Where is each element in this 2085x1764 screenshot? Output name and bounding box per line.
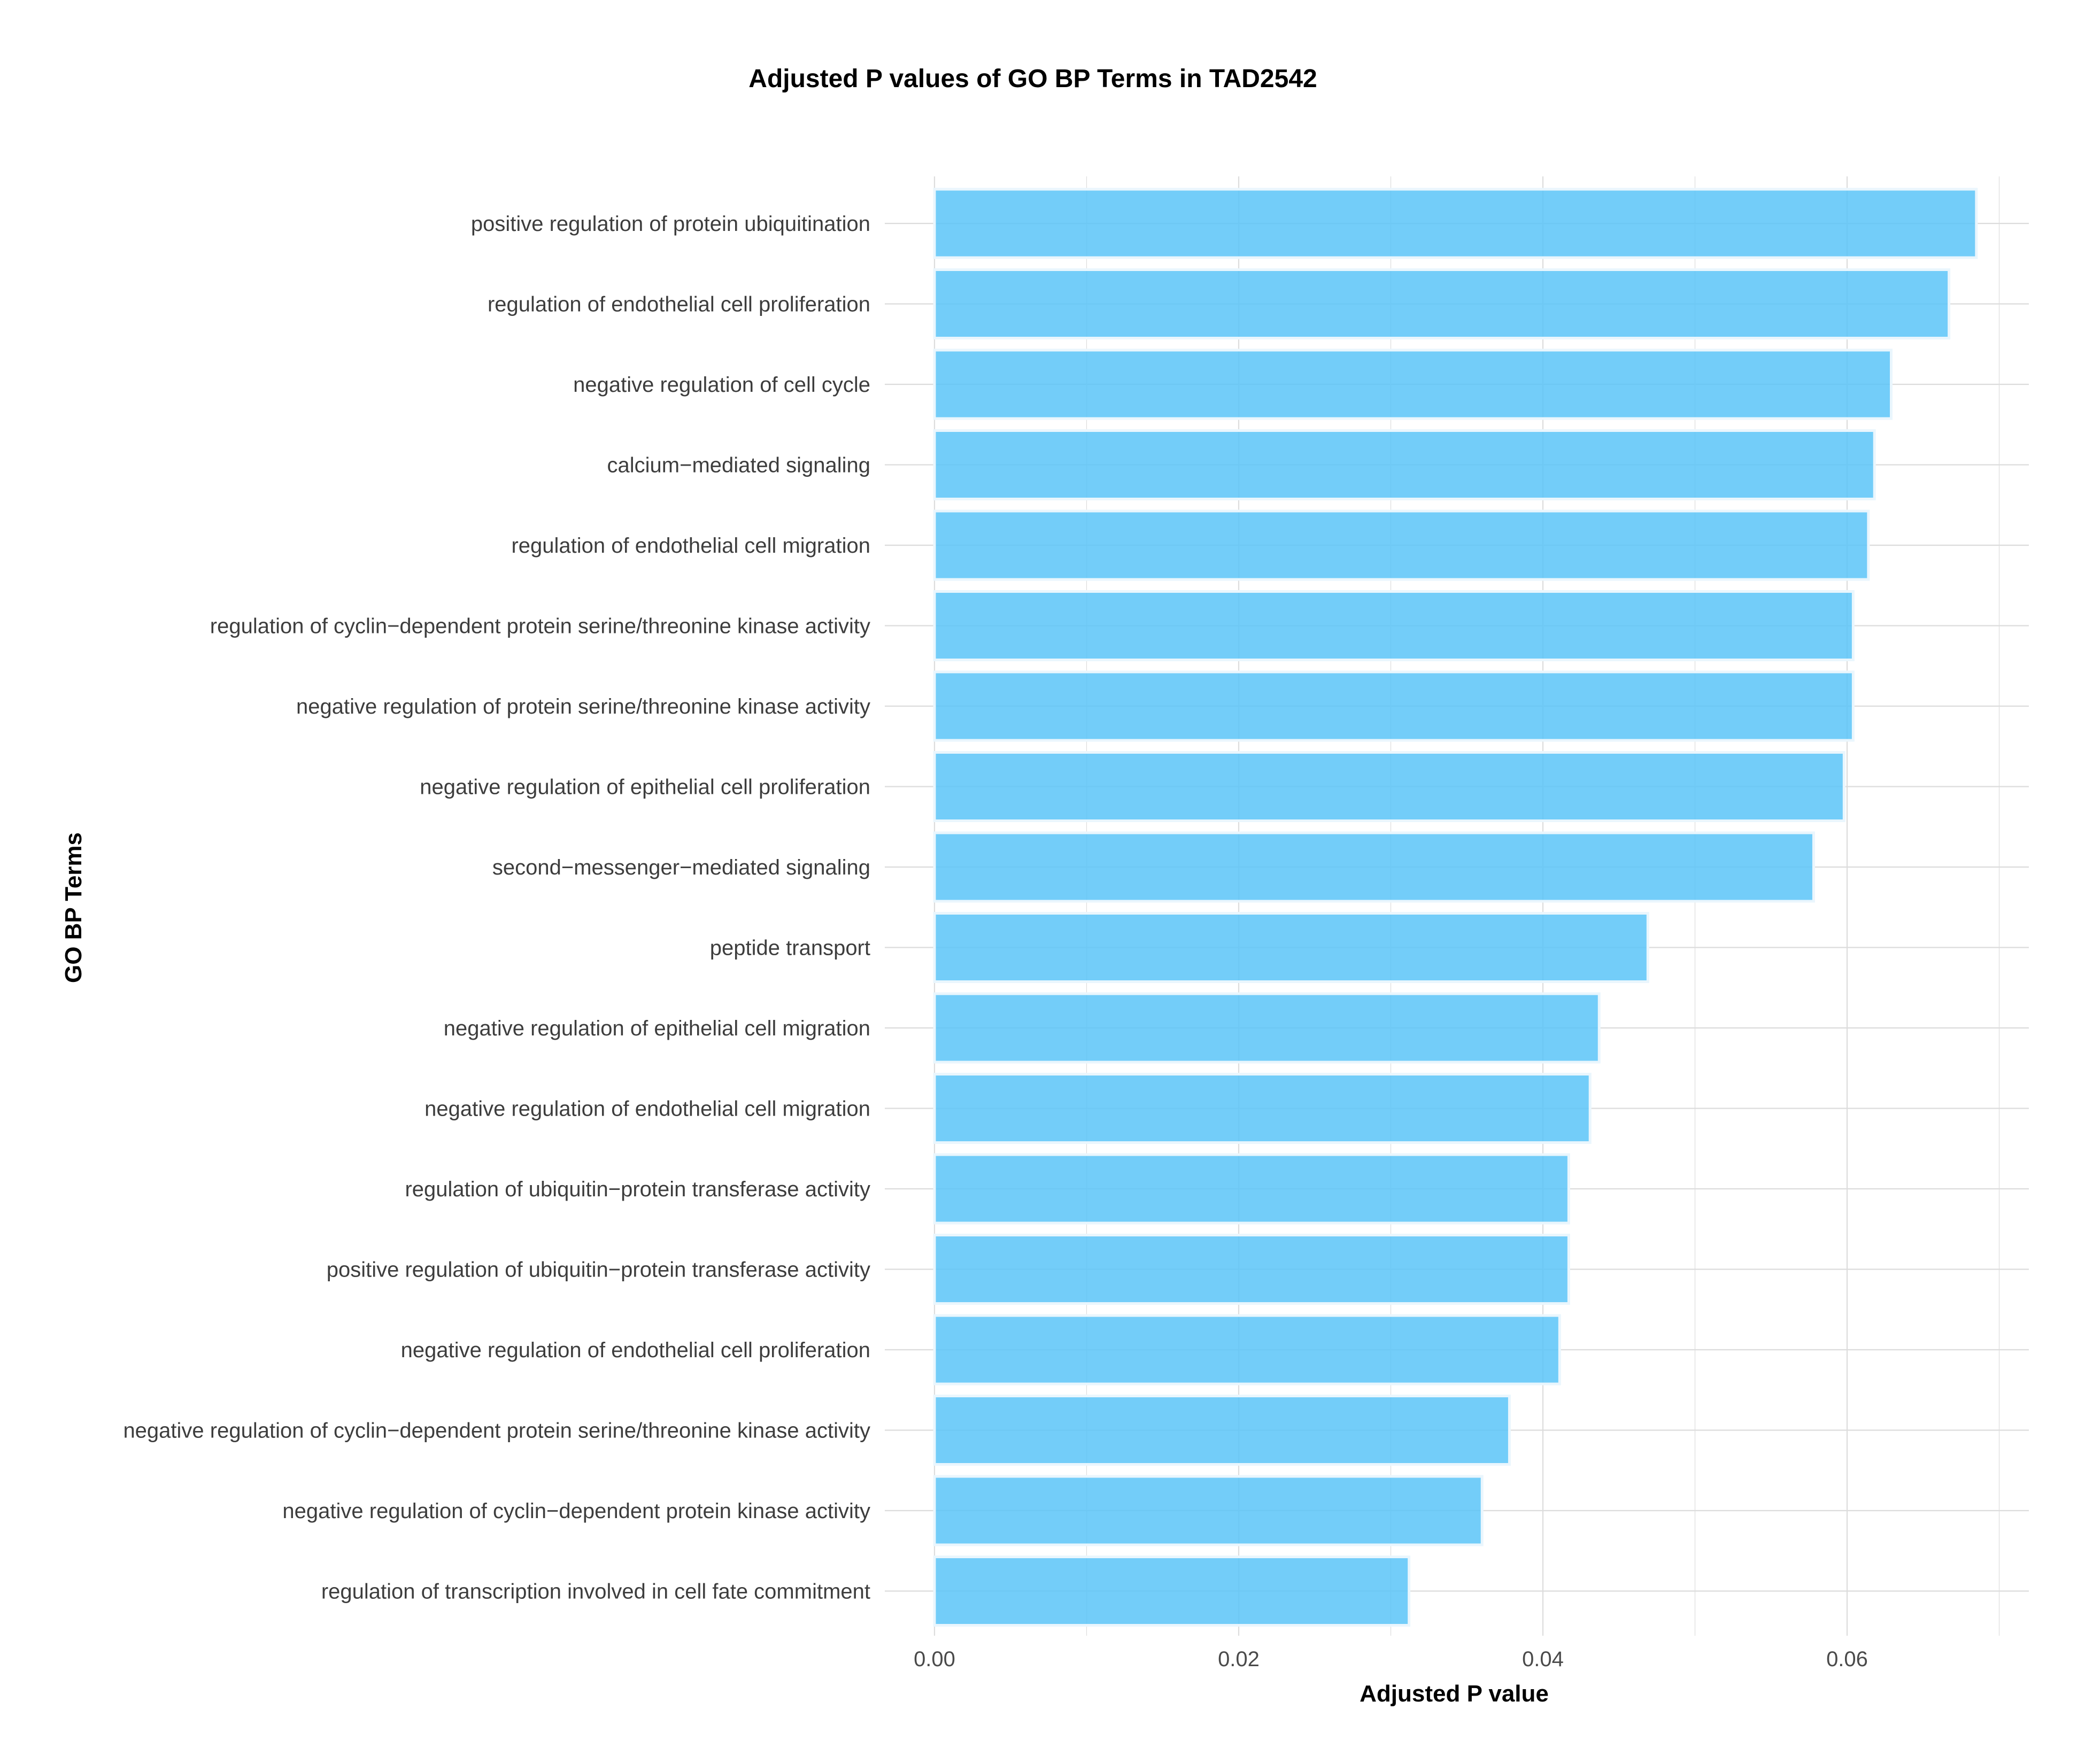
bar xyxy=(933,751,1845,822)
x-tick-label: 0.00 xyxy=(914,1647,955,1671)
bar xyxy=(933,188,1978,259)
y-category-label: positive regulation of ubiquitin−protein… xyxy=(327,1258,870,1282)
y-category-label: negative regulation of protein serine/th… xyxy=(296,695,870,718)
y-category-label: regulation of ubiquitin−protein transfer… xyxy=(405,1178,870,1201)
x-axis-title: Adjusted P value xyxy=(1360,1681,1549,1707)
bar xyxy=(933,1073,1592,1144)
y-category-label: negative regulation of endothelial cell … xyxy=(424,1097,870,1121)
bar xyxy=(933,1153,1570,1225)
y-category-label: regulation of cyclin−dependent protein s… xyxy=(210,615,870,638)
bar xyxy=(933,349,1893,420)
y-category-label: regulation of endothelial cell migration xyxy=(511,534,870,558)
x-tick-label: 0.02 xyxy=(1218,1647,1260,1671)
bar xyxy=(933,670,1855,742)
bar xyxy=(933,992,1601,1064)
y-category-label: negative regulation of cyclin−dependent … xyxy=(123,1419,870,1443)
bar xyxy=(933,509,1870,581)
bar xyxy=(933,1475,1484,1546)
y-category-label: negative regulation of cyclin−dependent … xyxy=(282,1499,870,1523)
y-category-label: negative regulation of epithelial cell p… xyxy=(420,776,870,799)
bar xyxy=(933,1395,1511,1466)
bar xyxy=(933,1234,1570,1305)
bar xyxy=(933,1314,1561,1386)
y-category-label: positive regulation of protein ubiquitin… xyxy=(471,212,870,236)
x-axis-ticks: 0.00 0.02 0.04 0.06 xyxy=(914,1647,1868,1671)
bar xyxy=(933,268,1951,339)
y-axis-title: GO BP Terms xyxy=(60,832,87,983)
y-category-label: negative regulation of cell cycle xyxy=(573,373,870,397)
bar xyxy=(933,429,1876,500)
bar xyxy=(933,912,1649,983)
bar xyxy=(933,590,1855,661)
y-category-label: second−messenger−mediated signaling xyxy=(492,856,870,879)
y-category-label: negative regulation of endothelial cell … xyxy=(401,1339,870,1362)
y-category-label: calcium−mediated signaling xyxy=(607,454,871,477)
bars xyxy=(933,188,1978,1627)
x-tick-label: 0.04 xyxy=(1522,1647,1564,1671)
y-category-label: negative regulation of epithelial cell m… xyxy=(444,1017,870,1040)
y-category-label: regulation of transcription involved in … xyxy=(321,1580,870,1604)
bar xyxy=(933,1556,1411,1627)
y-category-label: regulation of endothelial cell prolifera… xyxy=(488,293,870,316)
x-tick-label: 0.06 xyxy=(1826,1647,1868,1671)
y-category-label: peptide transport xyxy=(710,937,870,960)
chart-title: Adjusted P values of GO BP Terms in TAD2… xyxy=(748,65,1317,93)
y-axis-categories: positive regulation of protein ubiquitin… xyxy=(123,212,870,1604)
bar xyxy=(933,831,1815,903)
